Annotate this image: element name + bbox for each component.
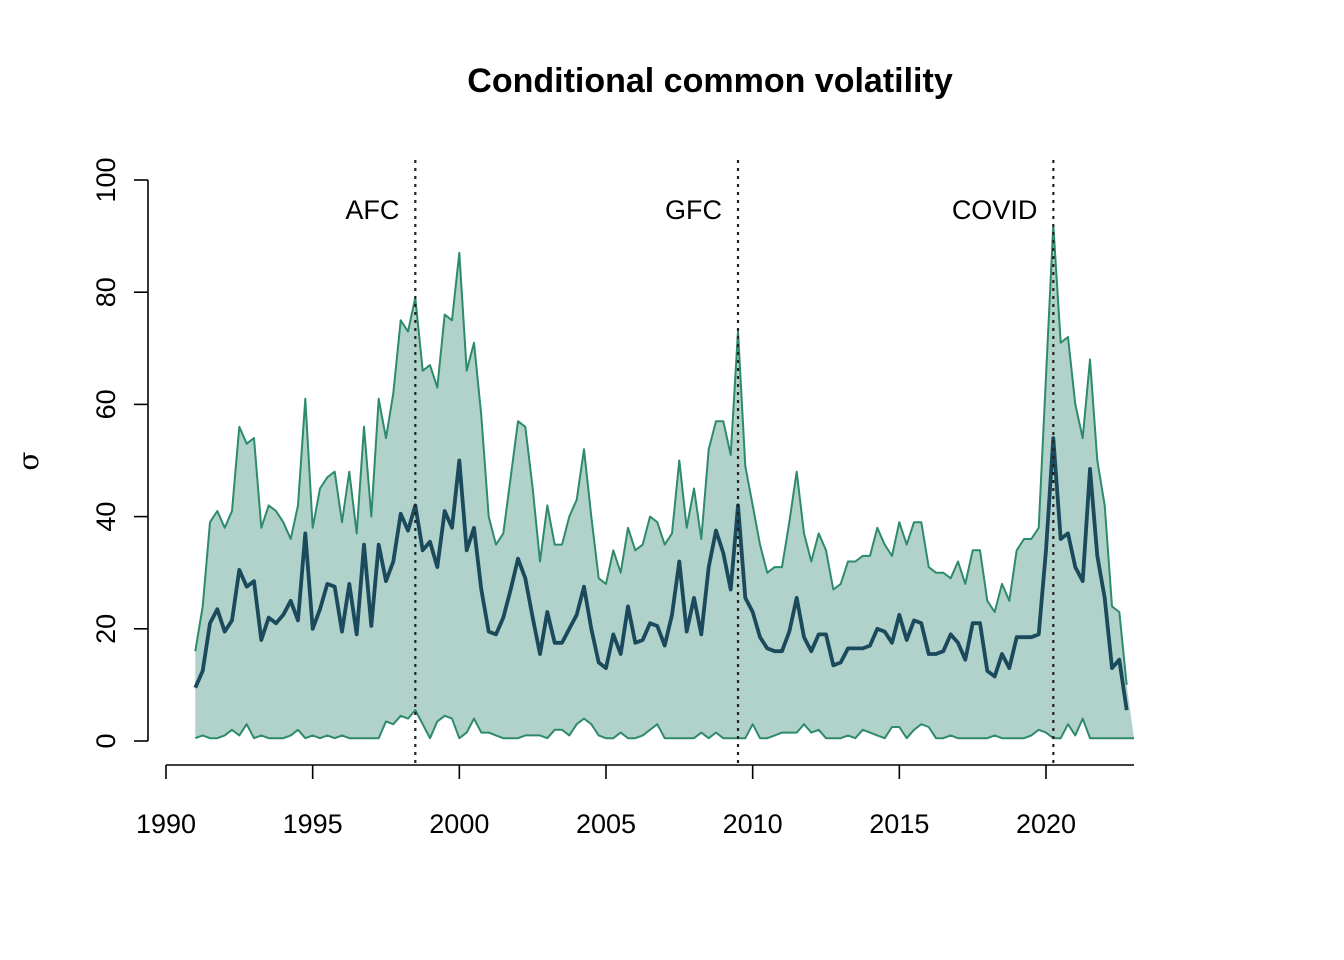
x-tick-label: 1990	[136, 809, 196, 839]
x-tick-label: 2020	[1016, 809, 1076, 839]
y-tick-label: 20	[91, 614, 121, 644]
lower-bound-line	[194, 709, 1134, 740]
x-tick-label: 2015	[869, 809, 929, 839]
axes: 0 20 40 60 80 100 1990 1995 2000 2005 2010 2015 2020	[91, 157, 1134, 839]
y-tick-label: 60	[91, 389, 121, 419]
x-tick-label: 2010	[723, 809, 783, 839]
event-label-gfc: GFC	[665, 195, 722, 225]
crisis-markers: AFC GFC COVID	[345, 160, 1055, 765]
x-tick-label: 2005	[576, 809, 636, 839]
event-label-covid: COVID	[952, 195, 1038, 225]
median-volatility	[193, 436, 1129, 711]
y-tick-label: 80	[91, 277, 121, 307]
y-tick-label: 100	[91, 157, 121, 202]
y-axis-label: σ	[12, 451, 45, 470]
confidence-band	[194, 223, 1135, 740]
median-line	[193, 436, 1129, 711]
band-fill	[195, 224, 1135, 739]
event-label-afc: AFC	[345, 195, 399, 225]
y-tick-label: 40	[91, 502, 121, 532]
upper-bound-line	[194, 223, 1128, 686]
x-tick-label: 1995	[283, 809, 343, 839]
chart-title: Conditional common volatility	[467, 62, 953, 100]
x-tick-label: 2000	[429, 809, 489, 839]
y-tick-label: 0	[91, 733, 121, 748]
